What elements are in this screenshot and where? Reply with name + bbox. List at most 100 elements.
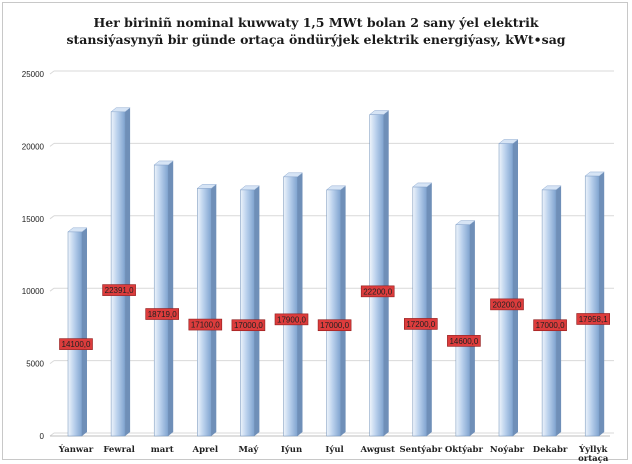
bar-front-2 [153, 164, 169, 437]
category-label-3: Aprel [191, 445, 218, 455]
bar-1 [110, 107, 131, 437]
data-label-box-11 [533, 319, 567, 332]
bar-12 [584, 171, 605, 437]
data-label-12: 17958,1 [576, 313, 611, 325]
data-label-text-0: 14100,0 [62, 340, 91, 349]
bar-side-3 [211, 184, 217, 436]
data-label-box-2 [145, 308, 179, 320]
chart-frame [2, 2, 628, 460]
gridline-edge-3 [49, 215, 55, 220]
data-label-text-7: 22200,0 [363, 287, 392, 296]
bar-front-12 [584, 175, 600, 437]
data-label-text-5: 17900,0 [277, 315, 306, 324]
data-label-box-3 [188, 318, 223, 331]
chart-title-line-2: stansiýasynyñ bir günde ortaça öndürýjek… [66, 32, 566, 47]
category-label-11: Dekabr [533, 445, 568, 455]
category-label-5: Iýun [281, 444, 302, 455]
bar-front-0 [67, 231, 83, 437]
data-label-text-9: 14600,0 [449, 337, 478, 346]
bar-side-8 [426, 182, 432, 436]
bar-8 [412, 182, 433, 437]
bar-top-3 [196, 184, 218, 189]
bar-front-1 [110, 111, 126, 437]
data-label-text-1: 22391,0 [105, 286, 134, 295]
gridline-edge-2 [49, 287, 55, 292]
category-label-4: Maý [238, 444, 259, 455]
bar-6 [325, 185, 347, 437]
category-label-2: mart [151, 445, 174, 455]
y-tick-label-4: 20000 [22, 142, 45, 151]
bar-side-11 [556, 185, 562, 436]
data-label-box-0 [59, 338, 93, 350]
bar-top-0 [67, 227, 88, 233]
bar-7 [368, 110, 390, 437]
bar-top-7 [368, 110, 390, 115]
x-axis-category-labels: Ýanwar Fewral mart Aprel Maý Iýun Iýul Awgust Se… [58, 443, 609, 464]
data-label-box-6 [317, 319, 352, 332]
data-label-8: 17200,0 [403, 318, 438, 330]
bar-side-0 [82, 227, 87, 436]
y-tick-label-0: 0 [40, 432, 45, 441]
data-label-11: 17000,0 [533, 319, 567, 332]
bar-front-6 [326, 189, 341, 437]
bars [67, 107, 605, 437]
bar-side-6 [340, 185, 346, 436]
data-label-box-8 [403, 318, 438, 330]
bar-front-11 [541, 189, 557, 437]
gridline-edge-1 [49, 360, 55, 365]
data-label-text-2: 18719,0 [148, 310, 177, 319]
category-label-8: Sentýabr [400, 444, 443, 455]
bar-3 [196, 184, 218, 437]
data-label-box-12 [576, 313, 611, 325]
data-label-10: 20200,0 [490, 298, 524, 311]
y-axis-tick-labels: 0 5000 10000 15000 20000 25000 [22, 70, 45, 441]
data-label-2: 18719,0 [145, 308, 179, 320]
bar-side-7 [383, 110, 389, 436]
bar-top-4 [239, 185, 261, 191]
data-label-text-6: 17000,0 [320, 321, 349, 330]
data-label-text-4: 17000,0 [234, 321, 263, 330]
bar-top-11 [541, 185, 562, 191]
category-label-9: Oktýabr [445, 444, 484, 455]
data-label-9: 14600,0 [447, 335, 481, 347]
data-label-4: 17000,0 [231, 319, 266, 332]
bar-side-1 [125, 107, 131, 436]
data-label-3: 17100,0 [188, 318, 223, 331]
data-label-7: 22200,0 [360, 285, 395, 298]
bar-11 [541, 185, 562, 437]
data-label-text-3: 17100,0 [191, 321, 220, 330]
bar-side-5 [297, 172, 303, 437]
bar-front-9 [455, 224, 471, 437]
data-label-box-1 [102, 284, 136, 296]
gridline-edge-5 [49, 70, 55, 75]
data-label-box-10 [490, 298, 524, 311]
data-label-text-11: 17000,0 [536, 321, 565, 330]
bar-top-1 [110, 107, 131, 113]
bar-4 [239, 185, 261, 437]
y-tick-label-2: 10000 [22, 287, 45, 296]
bar-9 [455, 220, 476, 437]
data-label-text-8: 17200,0 [406, 320, 435, 329]
bar-front-5 [283, 176, 298, 437]
bar-10 [498, 139, 519, 437]
bar-front-4 [240, 189, 255, 437]
bar-front-10 [498, 143, 514, 437]
data-label-5: 17900,0 [274, 313, 309, 326]
data-label-0: 14100,0 [59, 338, 93, 350]
bar-front-8 [412, 186, 428, 437]
category-label-10: Noýabr [490, 444, 525, 455]
data-label-6: 17000,0 [317, 319, 352, 332]
bar-top-8 [412, 182, 433, 188]
bar-top-9 [455, 220, 476, 225]
bar-side-10 [513, 139, 518, 436]
data-label-1: 22391,0 [102, 284, 136, 296]
data-label-text-10: 20200,0 [493, 300, 522, 309]
chart-title: Her biriniñ nominal kuwwaty 1,5 MWt bola… [0, 14, 632, 48]
bar-top-12 [584, 171, 605, 177]
bar-side-2 [168, 160, 174, 436]
category-label-0: Ýanwar [58, 443, 94, 455]
bar-top-6 [325, 185, 347, 191]
category-label-12-1: ortaça [578, 454, 609, 464]
data-label-box-9 [447, 335, 481, 347]
